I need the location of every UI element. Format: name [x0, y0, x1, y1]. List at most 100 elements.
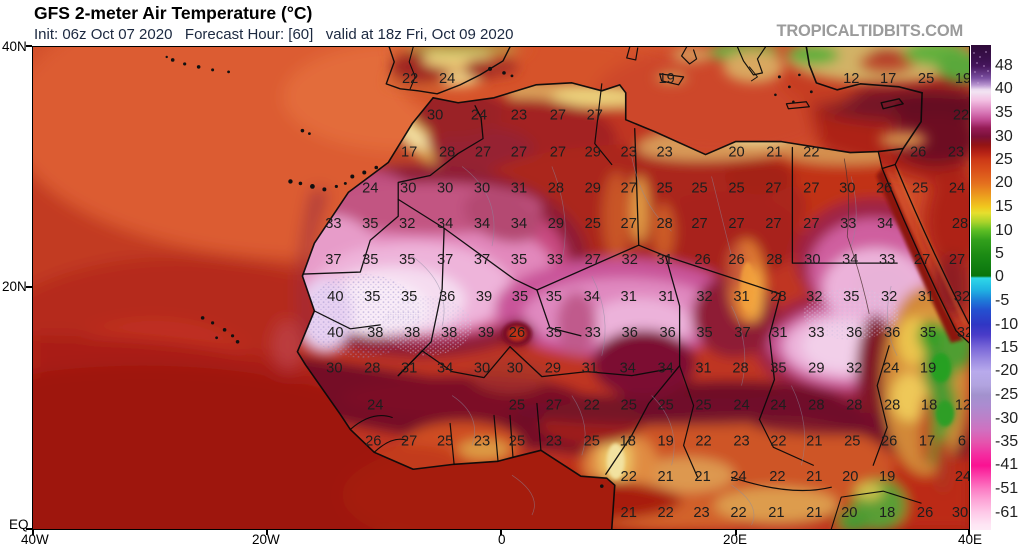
- svg-text:28: 28: [732, 361, 748, 377]
- svg-text:26: 26: [694, 252, 710, 268]
- svg-text:27: 27: [621, 216, 637, 232]
- svg-text:39: 39: [476, 289, 492, 305]
- svg-text:34: 34: [437, 216, 453, 232]
- svg-text:29: 29: [585, 180, 601, 196]
- svg-text:22: 22: [402, 71, 418, 87]
- svg-text:29: 29: [585, 145, 601, 161]
- svg-text:37: 37: [734, 325, 750, 341]
- svg-text:28: 28: [808, 398, 824, 414]
- svg-text:25: 25: [844, 433, 860, 449]
- svg-text:25: 25: [912, 180, 928, 196]
- svg-text:35: 35: [512, 289, 528, 305]
- svg-text:23: 23: [474, 433, 490, 449]
- svg-text:31: 31: [621, 289, 637, 305]
- svg-text:27: 27: [546, 398, 562, 414]
- svg-text:35: 35: [546, 289, 562, 305]
- svg-text:32: 32: [399, 216, 415, 232]
- svg-text:19: 19: [658, 71, 674, 87]
- svg-text:22: 22: [730, 505, 746, 521]
- svg-text:27: 27: [587, 108, 603, 124]
- svg-text:30: 30: [437, 180, 453, 196]
- svg-text:33: 33: [547, 252, 563, 268]
- svg-text:12: 12: [843, 71, 859, 87]
- svg-text:22: 22: [953, 108, 969, 124]
- svg-text:27: 27: [475, 145, 491, 161]
- svg-text:24: 24: [471, 108, 487, 124]
- svg-text:35: 35: [511, 252, 527, 268]
- svg-text:34: 34: [474, 216, 490, 232]
- svg-text:26: 26: [365, 433, 381, 449]
- svg-text:36: 36: [659, 325, 675, 341]
- svg-text:37: 37: [474, 252, 490, 268]
- svg-text:34: 34: [842, 252, 858, 268]
- svg-text:32: 32: [957, 325, 970, 341]
- svg-text:29: 29: [808, 361, 824, 377]
- svg-text:32: 32: [696, 289, 712, 305]
- svg-text:35: 35: [399, 252, 415, 268]
- svg-text:23: 23: [656, 145, 672, 161]
- svg-text:28: 28: [548, 180, 564, 196]
- svg-text:26: 26: [910, 145, 926, 161]
- svg-text:21: 21: [621, 505, 637, 521]
- svg-text:22: 22: [657, 505, 673, 521]
- svg-text:25: 25: [585, 216, 601, 232]
- svg-text:22: 22: [803, 145, 819, 161]
- svg-text:35: 35: [920, 325, 936, 341]
- svg-text:34: 34: [657, 361, 673, 377]
- svg-text:25: 25: [437, 433, 453, 449]
- svg-text:23: 23: [693, 505, 709, 521]
- svg-text:24: 24: [770, 398, 786, 414]
- svg-text:18: 18: [879, 505, 895, 521]
- svg-text:24: 24: [883, 361, 899, 377]
- svg-text:25: 25: [657, 398, 673, 414]
- svg-text:31: 31: [658, 289, 674, 305]
- svg-text:17: 17: [919, 433, 935, 449]
- svg-text:21: 21: [806, 433, 822, 449]
- svg-text:31: 31: [656, 252, 672, 268]
- svg-text:26: 26: [876, 180, 892, 196]
- svg-text:35: 35: [401, 289, 417, 305]
- svg-text:27: 27: [765, 180, 781, 196]
- svg-text:27: 27: [949, 252, 965, 268]
- svg-text:23: 23: [948, 145, 964, 161]
- svg-text:31: 31: [771, 325, 787, 341]
- svg-text:17: 17: [401, 145, 417, 161]
- svg-text:36: 36: [846, 325, 862, 341]
- svg-text:30: 30: [474, 361, 490, 377]
- svg-text:24: 24: [439, 71, 455, 87]
- svg-text:23: 23: [511, 108, 527, 124]
- svg-text:27: 27: [550, 145, 566, 161]
- svg-text:27: 27: [691, 216, 707, 232]
- svg-text:37: 37: [325, 252, 341, 268]
- svg-text:21: 21: [806, 469, 822, 485]
- svg-text:34: 34: [511, 216, 527, 232]
- svg-text:25: 25: [656, 180, 672, 196]
- svg-text:31: 31: [511, 180, 527, 196]
- svg-text:33: 33: [325, 216, 341, 232]
- svg-text:21: 21: [766, 145, 782, 161]
- svg-text:35: 35: [362, 216, 378, 232]
- svg-text:30: 30: [474, 180, 490, 196]
- svg-text:31: 31: [918, 289, 934, 305]
- svg-text:27: 27: [401, 433, 417, 449]
- svg-text:22: 22: [584, 398, 600, 414]
- svg-text:17: 17: [880, 71, 896, 87]
- svg-text:26: 26: [728, 252, 744, 268]
- svg-text:21: 21: [768, 505, 784, 521]
- svg-text:19: 19: [657, 433, 673, 449]
- svg-text:25: 25: [509, 398, 525, 414]
- svg-text:30: 30: [952, 505, 968, 521]
- svg-text:27: 27: [621, 180, 637, 196]
- svg-text:27: 27: [511, 145, 527, 161]
- svg-text:40: 40: [327, 325, 343, 341]
- svg-text:35: 35: [770, 361, 786, 377]
- svg-text:18: 18: [620, 433, 636, 449]
- svg-text:29: 29: [545, 361, 561, 377]
- svg-text:19: 19: [955, 71, 970, 87]
- svg-text:38: 38: [404, 325, 420, 341]
- svg-text:22: 22: [770, 433, 786, 449]
- svg-text:31: 31: [733, 289, 749, 305]
- svg-text:34: 34: [437, 361, 453, 377]
- svg-text:33: 33: [879, 252, 895, 268]
- svg-text:36: 36: [439, 289, 455, 305]
